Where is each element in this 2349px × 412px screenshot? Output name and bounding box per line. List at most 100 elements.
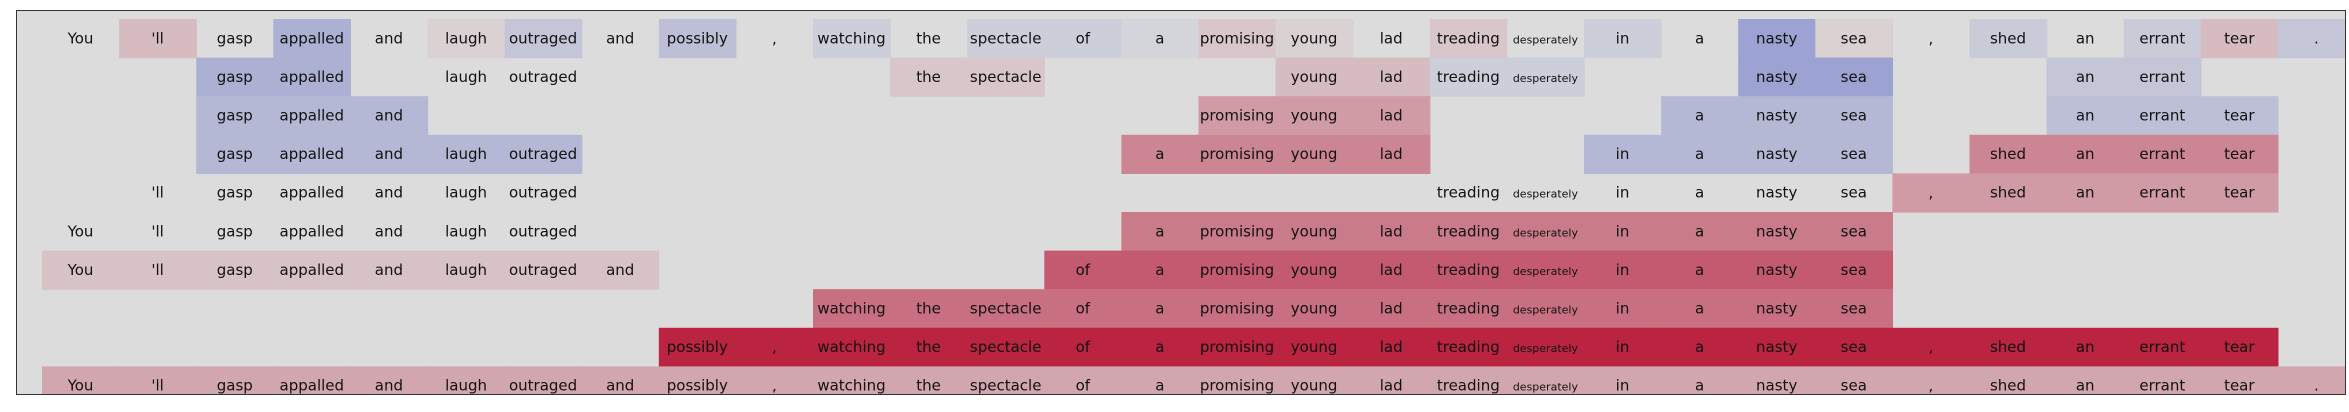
heatmap-cell <box>813 366 891 394</box>
heatmap-cell <box>1121 250 1200 290</box>
token-label: an <box>2076 68 2095 86</box>
heatmap-cell <box>1275 366 1354 394</box>
token-label: desperately <box>1513 342 1579 355</box>
heatmap-cell <box>1352 134 1431 174</box>
token-label: errant <box>2139 184 2185 202</box>
heatmap-cell <box>350 250 429 290</box>
heatmap-cell <box>1275 96 1354 136</box>
heatmap-cell <box>1352 250 1431 290</box>
heatmap-cell <box>1429 366 1508 394</box>
heatmap-row: You 'll gasp appalled and laugh outraged and pos… <box>42 366 2345 394</box>
heatmap-cell <box>273 19 351 59</box>
heatmap-cell <box>1275 212 1354 252</box>
heatmap-cell <box>273 134 351 174</box>
token-label: 'll <box>151 184 163 202</box>
token-label: promising <box>1200 300 1274 318</box>
heatmap-cell <box>196 134 274 174</box>
token-label: young <box>1291 145 1338 163</box>
heatmap-cell <box>1275 289 1354 329</box>
token-label: desperately <box>1513 304 1579 317</box>
heatmap-cell <box>1275 57 1354 97</box>
heatmap-cell <box>1892 173 1971 213</box>
token-label: possibly <box>667 29 728 47</box>
token-label: gasp <box>217 145 253 163</box>
heatmap-cell <box>1121 212 1200 252</box>
heatmap-cell <box>1661 212 1739 252</box>
heatmap-cell <box>350 134 429 174</box>
heatmap-cell <box>504 134 583 174</box>
heatmap-cell <box>2123 57 2202 97</box>
heatmap-cell <box>890 57 968 97</box>
heatmap-cell <box>1198 327 1277 367</box>
token-label: laugh <box>445 29 487 47</box>
token-label: treading <box>1437 222 1500 240</box>
token-label: shed <box>1990 377 2026 394</box>
heatmap-cell <box>1352 366 1431 394</box>
token-label: nasty <box>1756 107 1797 125</box>
token-label: , <box>1929 184 1934 202</box>
heatmap-cell <box>273 366 351 394</box>
heatmap-cell <box>1429 289 1508 329</box>
heatmap-cell <box>2200 327 2279 367</box>
token-label: of <box>1076 338 1091 356</box>
token-label: You <box>67 222 94 240</box>
token-label: sea <box>1841 29 1867 47</box>
token-label: 'll <box>151 377 163 394</box>
heatmap-cell <box>2123 366 2202 394</box>
heatmap-cell <box>813 327 891 367</box>
token-label: desperately <box>1513 381 1579 394</box>
token-label: nasty <box>1756 145 1797 163</box>
token-label: an <box>2076 184 2095 202</box>
token-label: a <box>1695 107 1704 125</box>
heatmap-cell <box>1506 212 1585 252</box>
heatmap-cell <box>2046 134 2125 174</box>
heatmap-cell <box>2123 19 2202 59</box>
heatmap-cell <box>2046 327 2125 367</box>
heatmap-cell <box>1584 327 1662 367</box>
token-label: appalled <box>280 222 345 240</box>
token-label: tear <box>2224 338 2255 356</box>
heatmap-cell <box>1738 134 1816 174</box>
token-label: nasty <box>1756 377 1797 394</box>
token-label: sea <box>1841 261 1867 279</box>
heatmap-cell <box>2046 173 2125 213</box>
token-label: laugh <box>445 261 487 279</box>
heatmap-cell <box>1429 250 1508 290</box>
heatmap-cell <box>1815 250 1893 290</box>
token-label: gasp <box>217 222 253 240</box>
token-label: tear <box>2224 29 2255 47</box>
token-label: young <box>1291 338 1338 356</box>
token-label: gasp <box>217 29 253 47</box>
token-label: a <box>1695 338 1704 356</box>
heatmap-cell <box>581 366 660 394</box>
token-label: You <box>67 261 94 279</box>
heatmap-cell <box>273 96 351 136</box>
token-label: and <box>606 377 634 394</box>
token-label: sea <box>1841 300 1867 318</box>
token-label: desperately <box>1513 33 1579 46</box>
token-label: a <box>1695 377 1704 394</box>
token-label: young <box>1291 68 1338 86</box>
heatmap-cell <box>658 366 737 394</box>
heatmap-cell <box>1121 289 1200 329</box>
heatmap-cell <box>2123 173 2202 213</box>
token-label: promising <box>1200 338 1274 356</box>
token-label: 'll <box>151 29 163 47</box>
token-label: promising <box>1200 107 1274 125</box>
heatmap-cell <box>1506 250 1585 290</box>
token-label: tear <box>2224 145 2255 163</box>
heatmap-cell <box>1892 366 1971 394</box>
token-label: promising <box>1200 145 1274 163</box>
token-label: errant <box>2139 68 2185 86</box>
heatmap-cell <box>581 250 660 290</box>
token-label: sea <box>1841 222 1867 240</box>
token-label: the <box>916 68 941 86</box>
heatmap-cell <box>1738 19 1816 59</box>
token-label: of <box>1076 261 1091 279</box>
heatmap-cell <box>1044 289 1122 329</box>
heatmap-cell <box>273 57 351 97</box>
token-label: . <box>2314 377 2319 394</box>
heatmap-cell <box>1738 57 1816 97</box>
heatmap-cell <box>2200 96 2279 136</box>
heatmap-cell <box>735 327 814 367</box>
